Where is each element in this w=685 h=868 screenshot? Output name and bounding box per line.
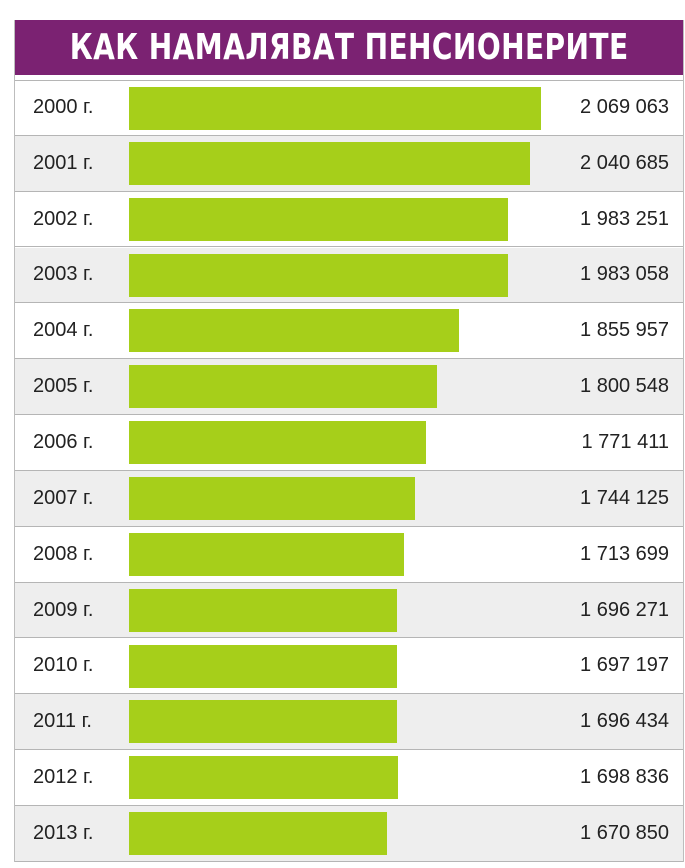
bar xyxy=(129,365,438,409)
bar xyxy=(129,644,398,688)
category-label: 2002 г. xyxy=(33,207,94,230)
bar-chart: КАК НАМАЛЯВАТ ПЕНСИОНЕРИТЕ 2000 г. 2 069 … xyxy=(14,20,684,862)
category-label: 2011 г. xyxy=(33,710,92,733)
chart-row: 2006 г. 1 771 411 xyxy=(15,415,683,471)
chart-row: 2001 г. 2 040 685 xyxy=(15,135,683,192)
bar xyxy=(129,87,541,130)
chart-row: 2003 г. 1 983 058 xyxy=(15,247,683,304)
category-label: 2006 г. xyxy=(33,430,94,453)
value-label: 2 040 685 xyxy=(580,151,669,174)
category-label: 2004 г. xyxy=(33,319,94,342)
chart-title: КАК НАМАЛЯВАТ ПЕНСИОНЕРИТЕ xyxy=(69,27,629,68)
bar xyxy=(129,421,426,465)
chart-row: 2009 г. 1 696 271 xyxy=(15,582,683,639)
value-label: 1 698 836 xyxy=(580,766,669,789)
value-label: 1 697 197 xyxy=(580,654,669,677)
bar xyxy=(129,756,398,800)
category-label: 2005 г. xyxy=(33,375,94,398)
value-label: 1 855 957 xyxy=(580,319,669,342)
chart-row: 2011 г. 1 696 434 xyxy=(15,694,683,751)
chart-row: 2010 г. 1 697 197 xyxy=(15,639,683,695)
chart-row: 2004 г. 1 855 957 xyxy=(15,303,683,360)
value-label: 1 696 271 xyxy=(580,598,669,621)
category-label: 2001 г. xyxy=(33,151,94,174)
chart-rows: 2000 г. 2 069 063 2001 г. 2 040 685 2002 г. 1… xyxy=(15,80,683,862)
value-label: 1 983 058 xyxy=(580,263,669,286)
chart-row: 2007 г. 1 744 125 xyxy=(15,471,683,527)
value-label: 1 800 548 xyxy=(580,375,669,398)
value-label: 1 713 699 xyxy=(580,542,669,565)
bar xyxy=(129,532,404,576)
category-label: 2008 г. xyxy=(33,542,94,565)
category-label: 2012 г. xyxy=(33,766,94,789)
bar xyxy=(129,141,530,185)
bar xyxy=(129,477,416,520)
category-label: 2007 г. xyxy=(33,486,94,509)
chart-row: 2002 г. 1 983 251 xyxy=(15,192,683,248)
bar xyxy=(129,253,508,297)
value-label: 1 670 850 xyxy=(580,821,669,844)
value-label: 1 771 411 xyxy=(581,430,670,453)
bar xyxy=(129,812,387,856)
bar xyxy=(129,197,508,241)
category-label: 2013 г. xyxy=(33,821,94,844)
value-label: 2 069 063 xyxy=(580,96,669,119)
bar xyxy=(129,700,397,744)
category-label: 2009 г. xyxy=(33,598,94,621)
category-label: 2010 г. xyxy=(33,654,94,677)
value-label: 1 983 251 xyxy=(580,207,669,230)
value-label: 1 744 125 xyxy=(580,486,669,509)
category-label: 2003 г. xyxy=(33,263,94,286)
category-label: 2000 г. xyxy=(33,96,94,119)
chart-row: 2005 г. 1 800 548 xyxy=(15,359,683,415)
bar xyxy=(129,588,397,632)
chart-row: 2000 г. 2 069 063 xyxy=(15,80,683,136)
title-bar: КАК НАМАЛЯВАТ ПЕНСИОНЕРИТЕ xyxy=(15,20,683,75)
bar xyxy=(129,309,459,353)
chart-row: 2012 г. 1 698 836 xyxy=(15,750,683,806)
chart-row: 2013 г. 1 670 850 xyxy=(15,806,683,862)
chart-row: 2008 г. 1 713 699 xyxy=(15,527,683,583)
value-label: 1 696 434 xyxy=(580,710,669,733)
